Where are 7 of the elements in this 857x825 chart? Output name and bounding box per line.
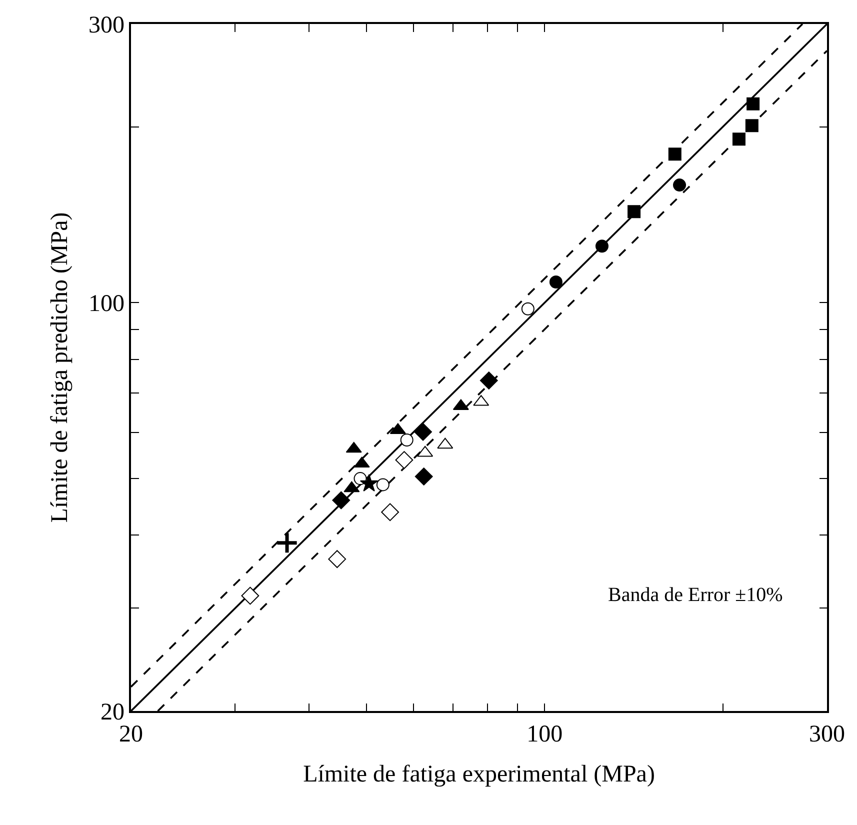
x-tick-label: 100 bbox=[526, 722, 563, 748]
y-tick-label: 300 bbox=[88, 12, 124, 38]
x-axis-title: Límite de fatiga experimental (MPa) bbox=[303, 761, 655, 788]
x-tick-label: 300 bbox=[809, 722, 845, 748]
y-tick-label: 100 bbox=[88, 291, 124, 318]
annotation: Banda de Error ±10% bbox=[608, 584, 783, 606]
y-axis-title: Límite de fatiga predicho (MPa) bbox=[47, 212, 74, 523]
